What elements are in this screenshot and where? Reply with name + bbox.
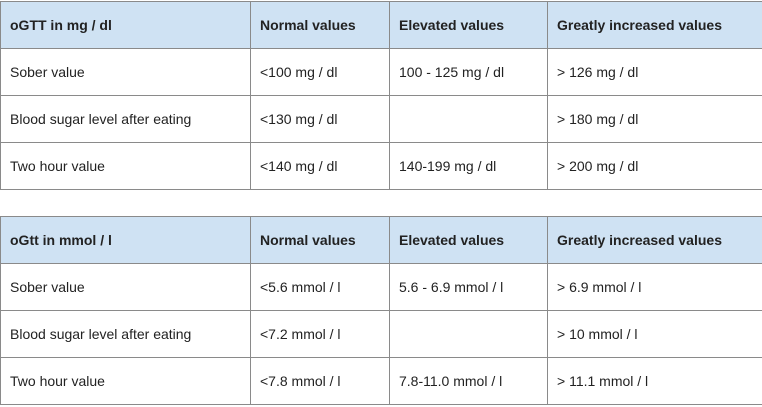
greatly-increased-value-cell: > 200 mg / dl bbox=[547, 142, 762, 190]
greatly-increased-value-cell: > 126 mg / dl bbox=[547, 48, 762, 96]
table-row: Two hour value <140 mg / dl 140-199 mg /… bbox=[0, 142, 762, 190]
table-row: Sober value <100 mg / dl 100 - 125 mg / … bbox=[0, 48, 762, 96]
elevated-value-cell: 100 - 125 mg / dl bbox=[389, 48, 548, 96]
normal-value-cell: <7.2 mmol / l bbox=[250, 310, 390, 358]
row-label-cell: Sober value bbox=[0, 48, 251, 96]
header-cell-test: oGtt in mmol / l bbox=[0, 216, 251, 264]
table-row: Two hour value <7.8 mmol / l 7.8-11.0 mm… bbox=[0, 357, 762, 405]
greatly-increased-value-cell: > 11.1 mmol / l bbox=[547, 357, 762, 405]
normal-value-cell: <7.8 mmol / l bbox=[250, 357, 390, 405]
ogtt-mmol-table: oGtt in mmol / l Normal values Elevated … bbox=[0, 216, 762, 405]
elevated-value-cell: 140-199 mg / dl bbox=[389, 142, 548, 190]
table-row: Blood sugar level after eating <130 mg /… bbox=[0, 95, 762, 143]
table-row: Sober value <5.6 mmol / l 5.6 - 6.9 mmol… bbox=[0, 263, 762, 311]
greatly-increased-value-cell: > 180 mg / dl bbox=[547, 95, 762, 143]
header-cell-test: oGTT in mg / dl bbox=[0, 1, 251, 49]
row-label-cell: Sober value bbox=[0, 263, 251, 311]
normal-value-cell: <130 mg / dl bbox=[250, 95, 390, 143]
table-row: Blood sugar level after eating <7.2 mmol… bbox=[0, 310, 762, 358]
header-cell-normal: Normal values bbox=[250, 1, 390, 49]
row-label-cell: Two hour value bbox=[0, 142, 251, 190]
header-cell-elevated: Elevated values bbox=[389, 216, 548, 264]
elevated-value-cell bbox=[389, 310, 548, 358]
normal-value-cell: <100 mg / dl bbox=[250, 48, 390, 96]
normal-value-cell: <140 mg / dl bbox=[250, 142, 390, 190]
row-label-cell: Two hour value bbox=[0, 357, 251, 405]
elevated-value-cell: 7.8-11.0 mmol / l bbox=[389, 357, 548, 405]
row-label-cell: Blood sugar level after eating bbox=[0, 310, 251, 358]
elevated-value-cell: 5.6 - 6.9 mmol / l bbox=[389, 263, 548, 311]
greatly-increased-value-cell: > 6.9 mmol / l bbox=[547, 263, 762, 311]
header-cell-normal: Normal values bbox=[250, 216, 390, 264]
normal-value-cell: <5.6 mmol / l bbox=[250, 263, 390, 311]
header-cell-greatly-increased: Greatly increased values bbox=[547, 1, 762, 49]
greatly-increased-value-cell: > 10 mmol / l bbox=[547, 310, 762, 358]
header-cell-elevated: Elevated values bbox=[389, 1, 548, 49]
table-header-row: oGTT in mg / dl Normal values Elevated v… bbox=[0, 1, 762, 49]
header-cell-greatly-increased: Greatly increased values bbox=[547, 216, 762, 264]
ogtt-mg-table: oGTT in mg / dl Normal values Elevated v… bbox=[0, 1, 762, 190]
elevated-value-cell bbox=[389, 95, 548, 143]
row-label-cell: Blood sugar level after eating bbox=[0, 95, 251, 143]
table-header-row: oGtt in mmol / l Normal values Elevated … bbox=[0, 216, 762, 264]
